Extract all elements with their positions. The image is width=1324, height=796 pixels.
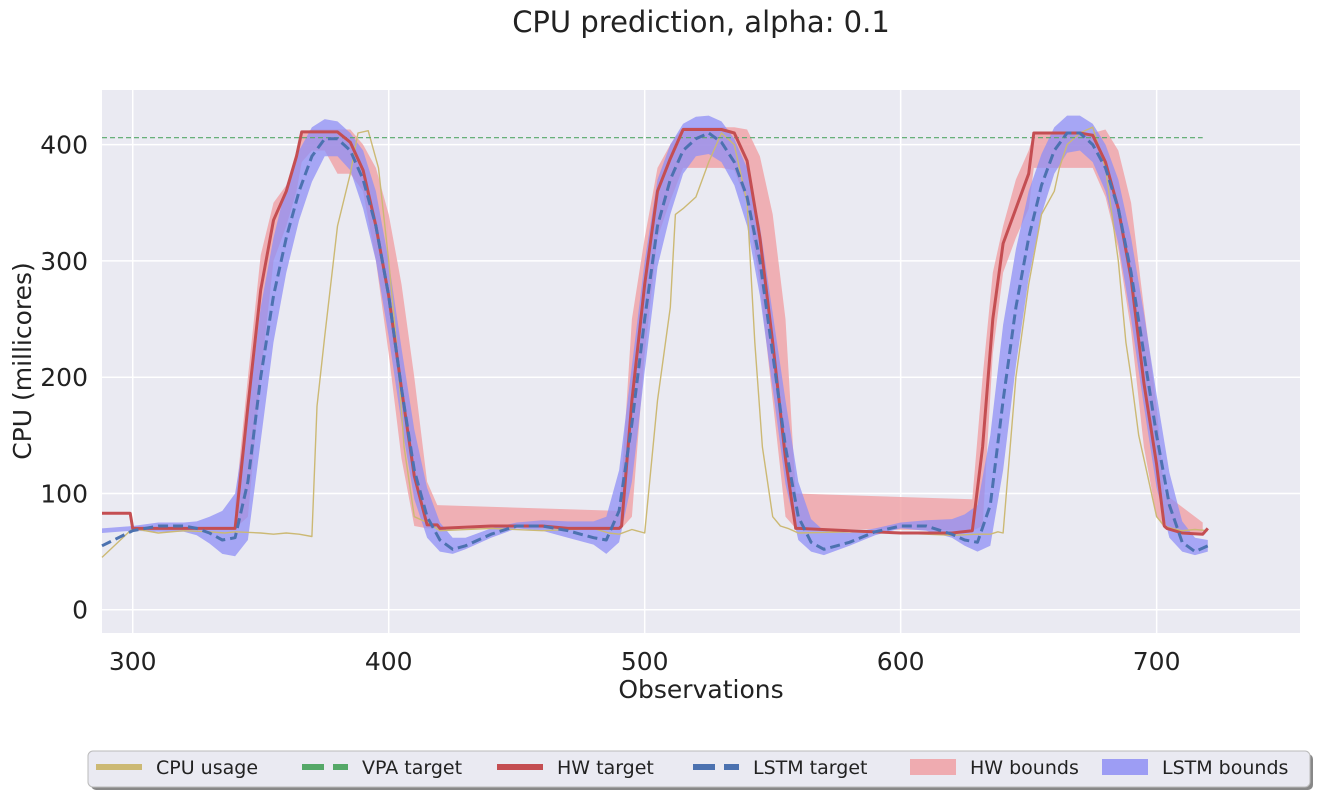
x-tick-label: 700: [1133, 647, 1181, 676]
cpu-usage-line: [101, 126, 1208, 558]
legend-label: CPU usage: [156, 757, 258, 779]
y-axis-ticks: 0 100 200 300 400: [40, 131, 88, 625]
legend-label: LSTM bounds: [1162, 757, 1288, 779]
legend-items: CPU usage VPA target HW target LSTM target H…: [96, 757, 1288, 779]
y-axis-label: CPU (millicores): [8, 262, 37, 460]
legend-item-vpa: VPA target: [302, 757, 462, 779]
legend-item-lstm: LSTM target: [693, 757, 867, 779]
legend-item-hw: HW target: [497, 757, 654, 779]
legend-item-hw_band: HW bounds: [910, 757, 1079, 779]
y-tick-label: 100: [40, 479, 88, 508]
x-axis-label: Observations: [618, 675, 783, 704]
lstm-target-line: [101, 131, 1209, 554]
lstm-bounds-band: [102, 115, 1208, 557]
legend-label: LSTM target: [753, 757, 867, 779]
x-tick-label: 400: [365, 647, 413, 676]
y-tick-label: 400: [40, 131, 88, 160]
legend-item-lstm_band: LSTM bounds: [1102, 757, 1288, 779]
x-axis-ticks: 300 400 500 600 700: [109, 647, 1181, 676]
y-tick-label: 200: [40, 363, 88, 392]
series-lines: [101, 126, 1209, 558]
y-tick-label: 300: [40, 247, 88, 276]
chart-title: CPU prediction, alpha: 0.1: [512, 5, 890, 39]
legend-swatch: [910, 759, 956, 775]
legend: CPU usage VPA target HW target LSTM target H…: [87, 750, 1313, 790]
legend-swatch: [1102, 759, 1148, 775]
x-tick-label: 500: [621, 647, 669, 676]
x-tick-label: 300: [109, 647, 157, 676]
legend-label: HW target: [557, 757, 654, 779]
legend-item-cpu: CPU usage: [96, 757, 258, 779]
legend-label: VPA target: [362, 757, 462, 779]
y-tick-label: 0: [72, 596, 88, 625]
legend-label: HW bounds: [970, 757, 1079, 779]
x-tick-label: 600: [877, 647, 925, 676]
